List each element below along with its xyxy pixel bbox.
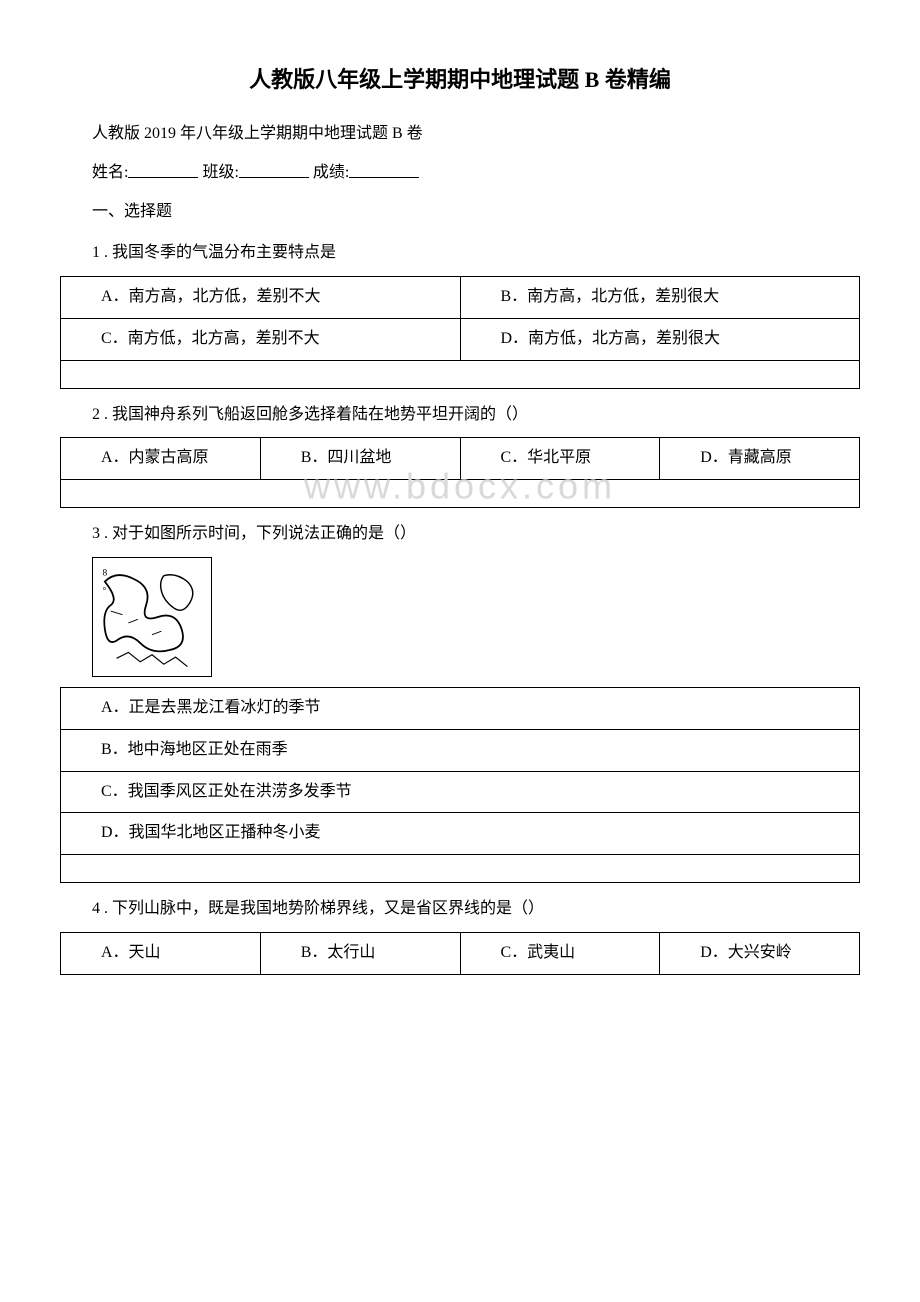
question-3-text: 3 . 对于如图所示时间，下列说法正确的是（）	[60, 520, 860, 549]
question-2-options: A．内蒙古高原 B．四川盆地 C．华北平原 D．青藏高原	[60, 437, 860, 508]
q3-option-a: A．正是去黑龙江看冰灯的季节	[61, 687, 860, 729]
student-info-line: 姓名: 班级: 成绩:	[60, 158, 860, 188]
q2-option-a: A．内蒙古高原	[61, 438, 261, 480]
q3-option-b: B．地中海地区正处在雨季	[61, 729, 860, 771]
q1-option-d: D．南方低，北方高，差别很大	[460, 318, 860, 360]
question-4-options: A．天山 B．太行山 C．武夷山 D．大兴安岭	[60, 932, 860, 975]
q2-empty-row	[61, 480, 860, 508]
q4-option-b: B．太行山	[260, 932, 460, 974]
score-label: 成绩:	[313, 165, 349, 182]
class-label: 班级:	[202, 165, 238, 182]
q2-option-d: D．青藏高原	[660, 438, 860, 480]
subtitle: 人教版 2019 年八年级上学期期中地理试题 B 卷	[60, 120, 860, 149]
q2-option-b: B．四川盆地	[260, 438, 460, 480]
q1-option-c: C．南方低，北方高，差别不大	[61, 318, 461, 360]
score-blank	[349, 158, 419, 177]
q3-option-c: C．我国季风区正处在洪涝多发季节	[61, 771, 860, 813]
name-blank	[128, 158, 198, 177]
question-1-options: A．南方高，北方低，差别不大 B．南方高，北方低，差别很大 C．南方低，北方高，…	[60, 276, 860, 389]
name-label: 姓名:	[92, 165, 128, 182]
q4-option-c: C．武夷山	[460, 932, 660, 974]
q4-option-a: A．天山	[61, 932, 261, 974]
question-3-options: A．正是去黑龙江看冰灯的季节 B．地中海地区正处在雨季 C．我国季风区正处在洪涝…	[60, 687, 860, 883]
q2-option-c: C．华北平原	[460, 438, 660, 480]
question-1-text: 1 . 我国冬季的气温分布主要特点是	[60, 239, 860, 268]
map-placeholder-image: 8 °	[92, 557, 212, 677]
class-blank	[239, 158, 309, 177]
q1-option-b: B．南方高，北方低，差别很大	[460, 276, 860, 318]
question-2-text: 2 . 我国神舟系列飞船返回舱多选择着陆在地势平坦开阔的（）	[60, 401, 860, 430]
q1-empty-row	[61, 360, 860, 388]
q4-option-d: D．大兴安岭	[660, 932, 860, 974]
q3-empty-row	[61, 855, 860, 883]
map-icon: 8 °	[93, 558, 211, 676]
svg-text:°: °	[102, 585, 106, 596]
section-heading: 一、选择题	[60, 198, 860, 227]
question-4-text: 4 . 下列山脉中，既是我国地势阶梯界线，又是省区界线的是（）	[60, 895, 860, 924]
svg-text:8: 8	[102, 569, 107, 579]
q3-option-d: D．我国华北地区正播种冬小麦	[61, 813, 860, 855]
q1-option-a: A．南方高，北方低，差别不大	[61, 276, 461, 318]
page-title: 人教版八年级上学期期中地理试题 B 卷精编	[60, 60, 860, 100]
